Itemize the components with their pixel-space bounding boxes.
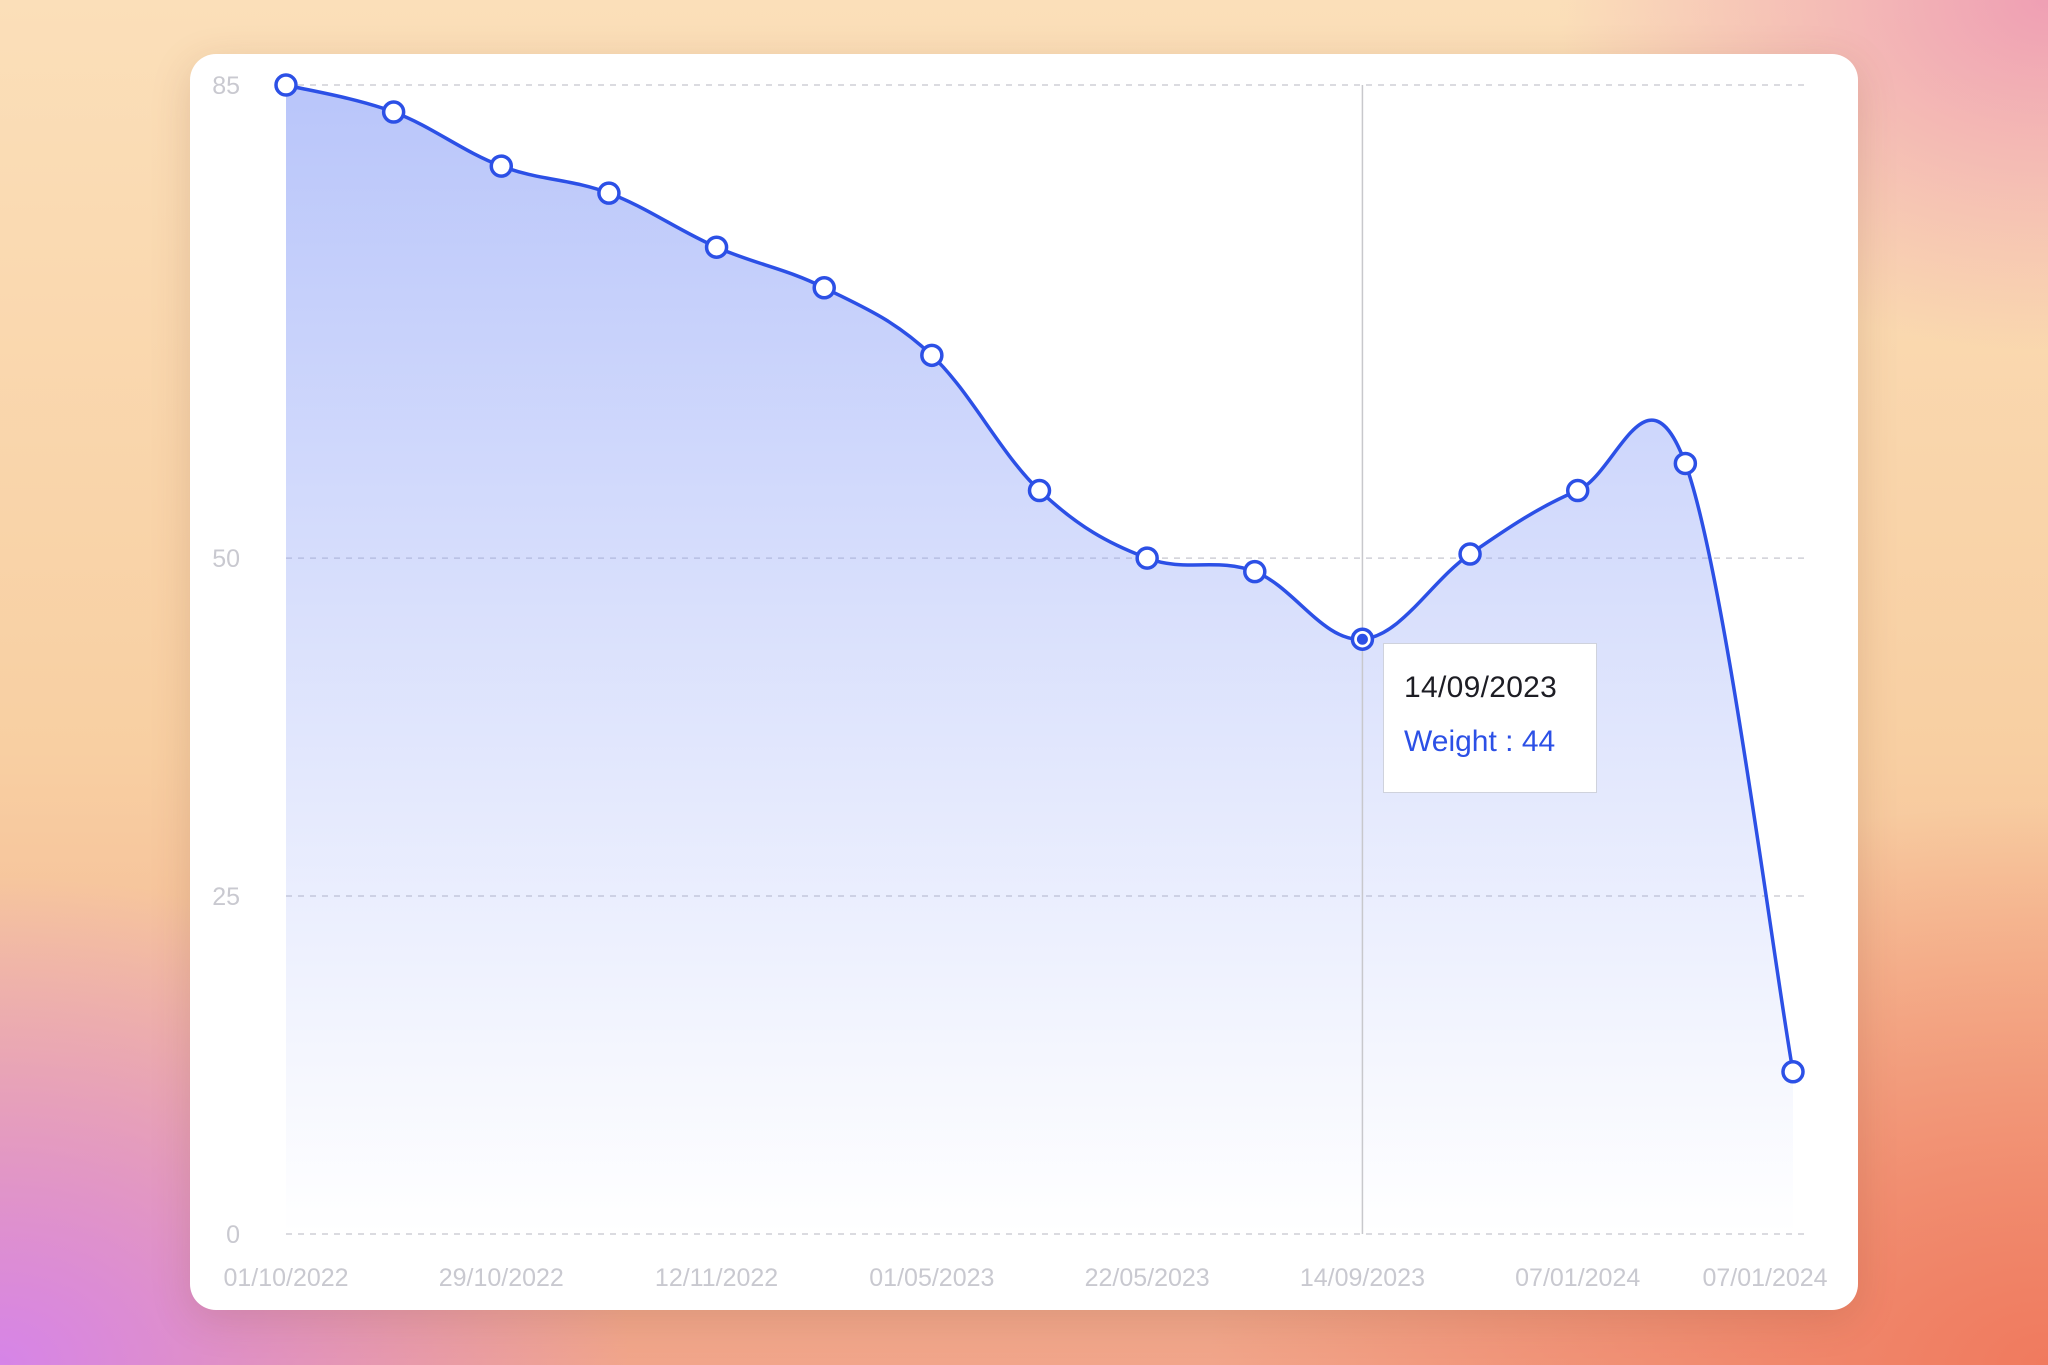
tooltip-date: 14/09/2023: [1404, 671, 1558, 704]
data-point: [1027, 478, 1052, 503]
y-tick-label: 85: [212, 72, 240, 100]
tooltip-value: Weight : 44: [1404, 725, 1556, 758]
data-point: [489, 154, 514, 178]
data-point: [1243, 559, 1267, 584]
data-point: [1458, 542, 1482, 566]
data-point: [274, 73, 298, 97]
y-tick-label: 25: [212, 883, 240, 911]
chart-card: 85 50 25 0 01/10/2022 29/10/2022 12/11/2022 01…: [190, 54, 1858, 1310]
data-point: [597, 181, 621, 205]
x-tick-label: 01/10/2022: [223, 1264, 348, 1292]
x-tick-label: 01/05/2023: [869, 1264, 994, 1292]
y-axis: 85 50 25 0: [212, 72, 240, 1249]
data-point: [1673, 451, 1698, 476]
x-tick-label: 12/11/2022: [655, 1264, 778, 1292]
data-point: [381, 100, 406, 124]
y-tick-label: 50: [212, 545, 240, 573]
x-axis: 01/10/2022 29/10/2022 12/11/2022 01/05/2023…: [223, 1264, 1827, 1292]
data-point: [704, 235, 729, 259]
data-point: [1135, 546, 1159, 570]
data-point: [1781, 1060, 1805, 1084]
x-tick-label: 07/01/2024: [1702, 1264, 1827, 1292]
x-tick-label: 14/09/2023: [1300, 1264, 1425, 1292]
x-tick-label: 22/05/2023: [1085, 1264, 1210, 1292]
data-point: [920, 343, 944, 368]
data-points: [274, 73, 1805, 1084]
x-tick-label: 29/10/2022: [439, 1264, 564, 1292]
series-line: [285, 83, 1795, 1073]
data-point-active-dot: [1356, 633, 1368, 645]
data-point: [812, 276, 836, 300]
series-area-fill: [286, 85, 1793, 1234]
y-tick-label: 0: [226, 1221, 240, 1249]
chart-tooltip: 14/09/2023 Weight : 44: [1383, 643, 1597, 793]
data-point: [1565, 478, 1590, 503]
x-tick-label: 07/01/2024: [1515, 1264, 1640, 1292]
